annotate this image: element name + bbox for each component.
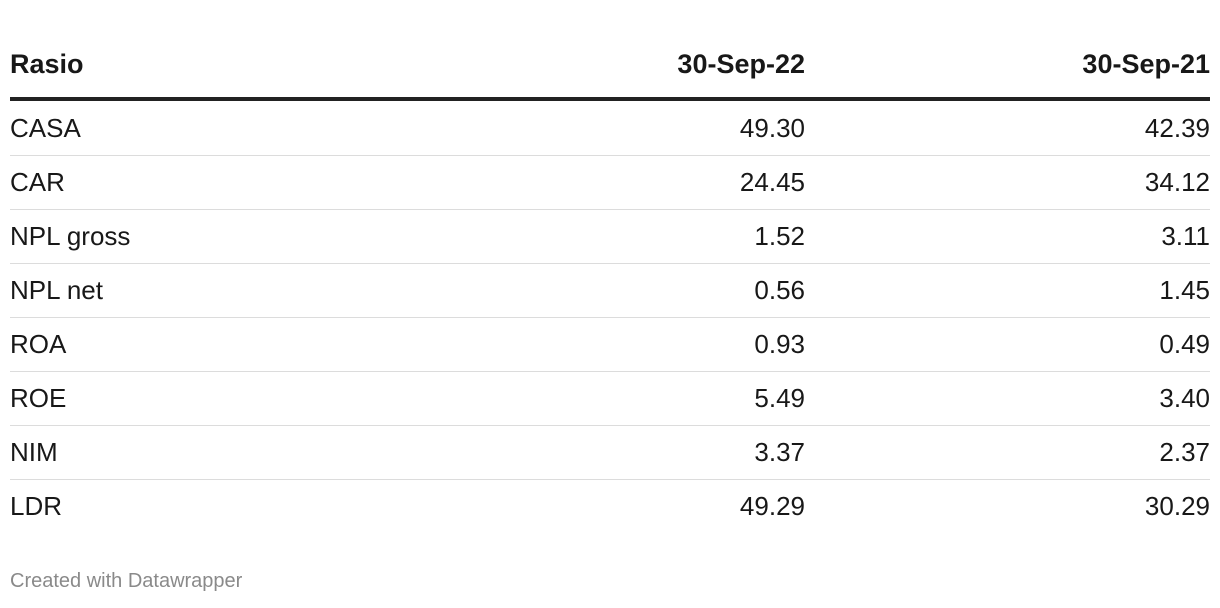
header-rule — [10, 97, 1210, 101]
row-label: NPL net — [10, 275, 103, 305]
row-divider — [10, 209, 1210, 210]
cell-value: 3.37 — [754, 437, 805, 467]
cell-value: 0.56 — [754, 275, 805, 305]
row-divider — [10, 479, 1210, 480]
row-divider — [10, 317, 1210, 318]
cell-value: 1.52 — [754, 221, 805, 251]
cell-value: 34.12 — [1144, 167, 1210, 197]
cell-value: 2.37 — [1159, 437, 1210, 467]
cell-value: 5.49 — [754, 383, 805, 413]
row-divider — [10, 371, 1210, 372]
cell-value: 0.49 — [1159, 329, 1210, 359]
column-header: 30-Sep-21 — [1082, 49, 1210, 79]
cell-value: 1.45 — [1159, 275, 1210, 305]
cell-value: 30.29 — [1144, 491, 1210, 521]
cell-value: 0.93 — [754, 329, 805, 359]
cell-value: 3.40 — [1159, 383, 1210, 413]
cell-value: 3.11 — [1161, 221, 1210, 251]
column-header: 30-Sep-22 — [677, 49, 805, 79]
cell-value: 49.30 — [739, 113, 805, 143]
row-divider — [10, 263, 1210, 264]
row-label: ROA — [10, 329, 67, 359]
row-label: NIM — [10, 437, 58, 467]
cell-value: 42.39 — [1144, 113, 1210, 143]
row-label: CAR — [10, 167, 65, 197]
cell-value: 49.29 — [739, 491, 805, 521]
row-divider — [10, 155, 1210, 156]
row-divider — [10, 425, 1210, 426]
column-header: Rasio — [10, 49, 84, 79]
cell-value: 24.45 — [739, 167, 805, 197]
row-label: NPL gross — [10, 221, 131, 251]
row-label: CASA — [10, 113, 81, 143]
footer-credit: Created with Datawrapper — [10, 570, 243, 592]
row-label: LDR — [10, 491, 63, 521]
row-label: ROE — [10, 383, 67, 413]
